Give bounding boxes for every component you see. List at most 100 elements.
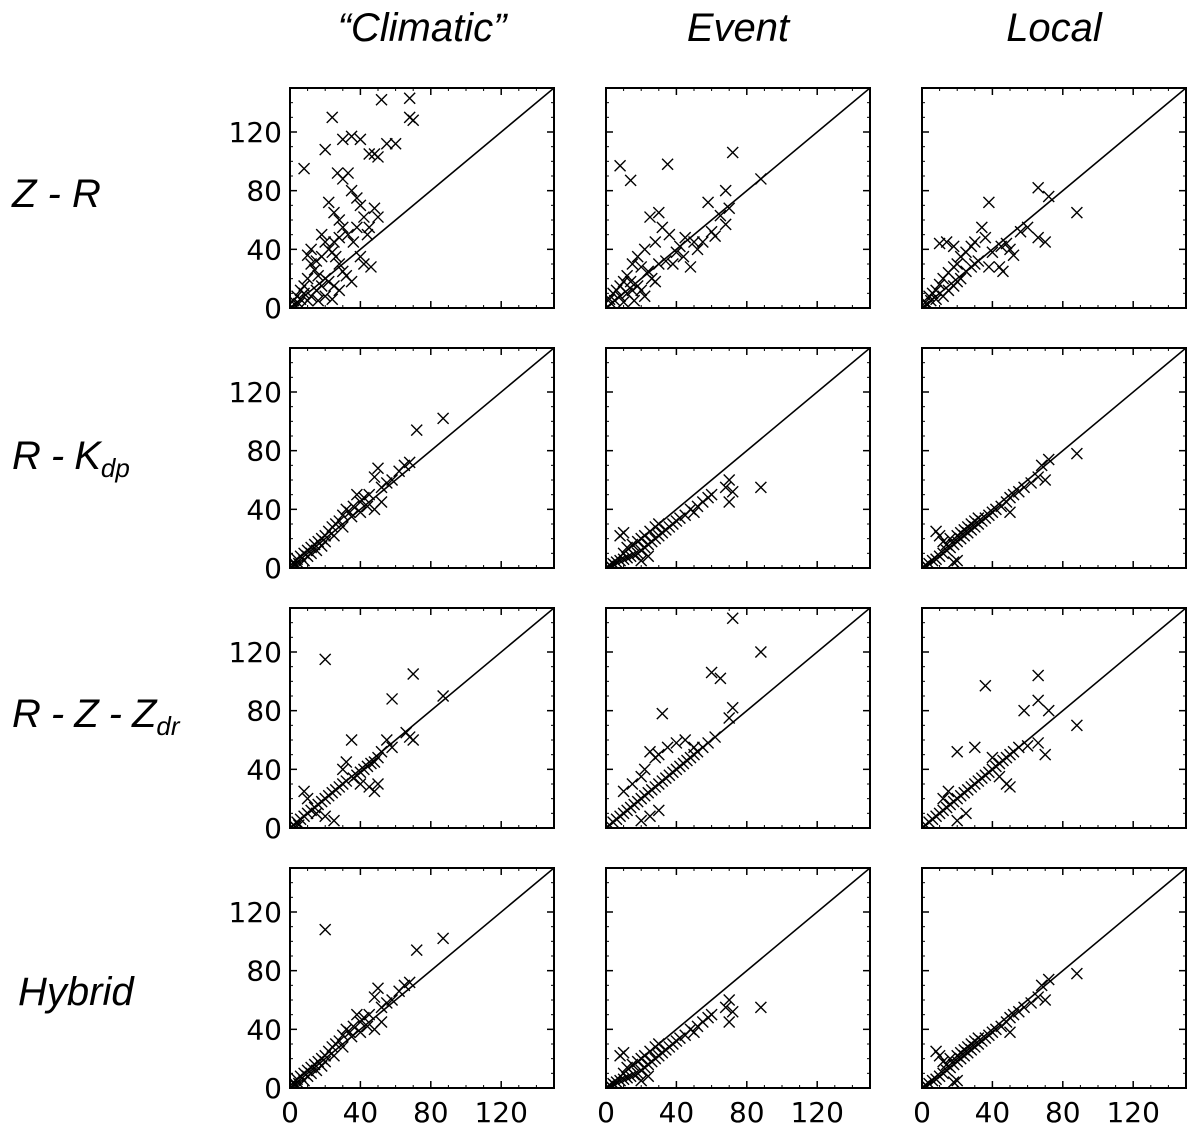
data-point [375, 745, 388, 758]
data-point [656, 707, 669, 720]
panel-hybrid-local: 0 40 80 120 [913, 867, 1187, 1129]
data-point [345, 734, 358, 746]
x-tick-label: 80 [729, 1096, 765, 1129]
one-to-one-line [290, 88, 554, 308]
data-point [315, 228, 328, 241]
data-point [290, 1080, 298, 1088]
x-tick-label: 120 [474, 1096, 527, 1129]
x-tick-label: 0 [913, 1096, 931, 1129]
data-point [635, 814, 648, 827]
data-point [375, 93, 388, 106]
data-point [940, 538, 953, 551]
data-point [1025, 996, 1038, 1009]
data-point [933, 237, 946, 250]
data-point [624, 550, 637, 563]
data-point [944, 1052, 957, 1065]
y-tick-label: 40 [246, 493, 282, 526]
data-point [635, 554, 648, 567]
data-point [679, 231, 692, 244]
data-point [290, 1079, 302, 1088]
data-point [922, 820, 930, 828]
data-point [954, 250, 967, 263]
data-point [350, 1008, 363, 1021]
data-point [617, 296, 630, 308]
data-point [1025, 476, 1038, 489]
data-point [754, 172, 767, 185]
data-point [638, 763, 651, 776]
data-point [333, 231, 346, 244]
data-point [644, 211, 656, 224]
data-point [328, 206, 340, 219]
data-point [319, 810, 332, 823]
data-point [982, 260, 995, 273]
data-point [942, 785, 955, 798]
data-point [407, 668, 420, 680]
data-point [1032, 231, 1045, 244]
data-point [670, 736, 683, 749]
data-point [290, 559, 302, 568]
data-point [336, 1040, 349, 1053]
data-point [1032, 694, 1045, 707]
data-point [944, 532, 957, 545]
data-point [342, 167, 355, 180]
data-point [972, 1032, 985, 1045]
data-point [656, 221, 669, 234]
data-point [319, 143, 332, 156]
data-point [979, 231, 992, 244]
data-point [437, 412, 450, 425]
data-point [652, 804, 665, 817]
one-to-one-line [606, 88, 870, 308]
data-point [350, 488, 363, 501]
data-point [922, 1080, 930, 1088]
data-point [363, 221, 376, 234]
data-point [705, 666, 718, 679]
data-point [691, 500, 704, 513]
data-point [1042, 704, 1055, 717]
data-point [372, 211, 384, 224]
data-point [975, 221, 988, 234]
data-point [354, 778, 367, 790]
x-tick-label: 120 [1106, 1096, 1159, 1129]
one-to-one-line [290, 348, 554, 568]
data-point [666, 258, 679, 270]
data-point [312, 294, 325, 307]
data-point [357, 211, 370, 224]
data-point [617, 526, 630, 539]
data-point [726, 612, 739, 625]
data-point [691, 1020, 704, 1033]
data-point [702, 196, 715, 209]
data-point [631, 547, 644, 560]
data-point [292, 297, 305, 308]
data-point [1070, 447, 1083, 460]
data-point [298, 287, 311, 300]
data-point [345, 1030, 358, 1043]
data-point [292, 819, 305, 828]
data-point [290, 300, 298, 308]
data-point [719, 1001, 732, 1014]
data-point [368, 202, 381, 215]
data-point [723, 202, 736, 215]
data-point [368, 785, 381, 798]
y-tick-label: 80 [246, 435, 282, 468]
data-point [345, 130, 358, 143]
data-point [290, 820, 298, 828]
row-label-r-z-zdr: R - Z - Zdr [12, 692, 180, 741]
data-point [606, 300, 614, 308]
data-point [617, 1073, 630, 1086]
data-point [380, 734, 393, 746]
data-point [642, 265, 655, 278]
y-tick-label: 40 [246, 753, 282, 786]
data-point [361, 1020, 374, 1033]
data-point [301, 249, 314, 262]
x-tick-label: 40 [659, 1096, 695, 1129]
data-point [1042, 973, 1055, 986]
data-point [719, 218, 732, 231]
y-tick-label: 0 [264, 1072, 282, 1105]
row-label-r-z-zdr-z2: Z [131, 692, 157, 736]
data-point [340, 1023, 353, 1036]
data-point [350, 192, 363, 204]
data-point [930, 1073, 943, 1086]
data-point [659, 255, 672, 268]
data-point [644, 810, 656, 823]
data-point [340, 503, 353, 516]
